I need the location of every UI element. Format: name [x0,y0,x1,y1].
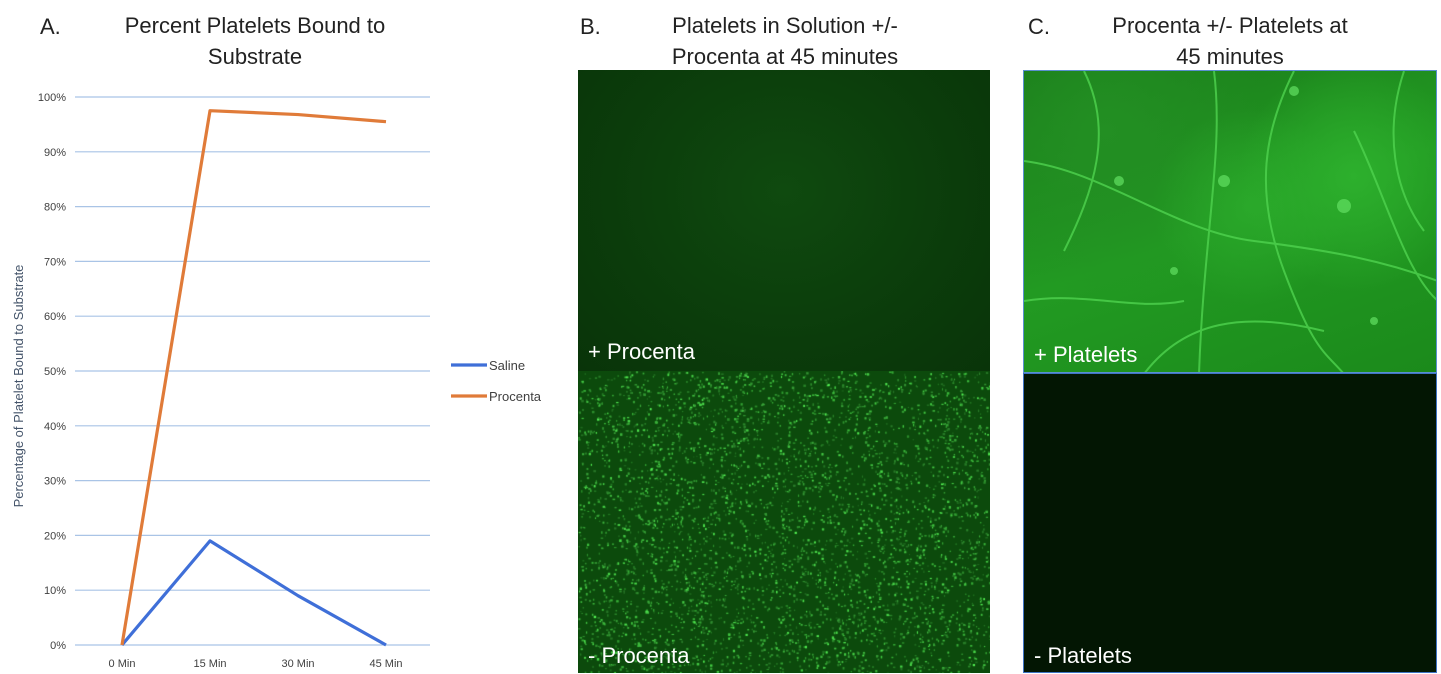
y-tick-label: 50% [44,366,66,378]
panel-b-title: Platelets in Solution +/- Procenta at 45… [630,10,940,72]
platelet-speckle-texture [578,371,990,673]
micrograph-b-minus-procenta: - Procenta [578,371,990,673]
y-tick-label: 60% [44,311,66,323]
x-tick-label: 0 Min [109,658,136,670]
panel-c-title-line2: 45 minutes [1176,44,1284,69]
x-tick-label: 45 Min [369,658,402,670]
micrograph-c-minus-platelets: - Platelets [1023,373,1437,673]
legend-label-procenta: Procenta [489,389,542,404]
panel-c-title: Procenta +/- Platelets at 45 minutes [1075,10,1385,72]
panel-a-letter: A. [40,14,61,39]
series-line-saline [120,539,387,647]
panel-c-letter: C. [1028,14,1050,39]
y-tick-label: 80% [44,202,66,214]
y-tick-label: 30% [44,476,66,488]
panel-b-title-line2: Procenta at 45 minutes [671,44,899,69]
panel-a-title-line2: Substrate [207,44,303,69]
legend-label-saline: Saline [489,358,525,373]
x-tick-label: 30 Min [281,658,314,670]
micrograph-b-bottom-label: - Procenta [588,643,690,668]
panel-b-letter: B. [580,14,601,39]
micrograph-b-top-label: + Procenta [588,339,696,364]
micrograph-b-plus-procenta: + Procenta [578,70,990,371]
x-tick-label: 15 Min [193,658,226,670]
y-tick-label: 40% [44,421,66,433]
panel-a-title-line1: Percent Platelets Bound to [124,13,386,38]
y-tick-label: 90% [44,147,66,159]
y-tick-label: 10% [44,585,66,597]
y-tick-label: 20% [44,530,66,542]
series-line-procenta [120,109,387,646]
line-chart: 0% 10% 20% 30% 40% 50% 60% 70% 80% 90% 100% 0 Min 15… [11,92,542,670]
micrograph-c-bottom-label: - Platelets [1034,643,1132,668]
micrograph-c-plus-platelets: + Platelets [1023,70,1437,373]
y-tick-label: 0% [50,640,66,652]
panel-c-title-line1: Procenta +/- Platelets at [1112,13,1348,38]
micrograph-c-top-label: + Platelets [1034,342,1138,367]
y-tick-label: 70% [44,256,66,268]
panel-b-title-line1: Platelets in Solution +/- [672,13,898,38]
fibrin-network-texture [1024,71,1436,372]
y-axis-label: Percentage of Platelet Bound to Substrat… [11,265,26,508]
y-tick-label: 100% [38,92,66,104]
panel-a-title: Percent Platelets Bound to Substrate [95,10,415,72]
